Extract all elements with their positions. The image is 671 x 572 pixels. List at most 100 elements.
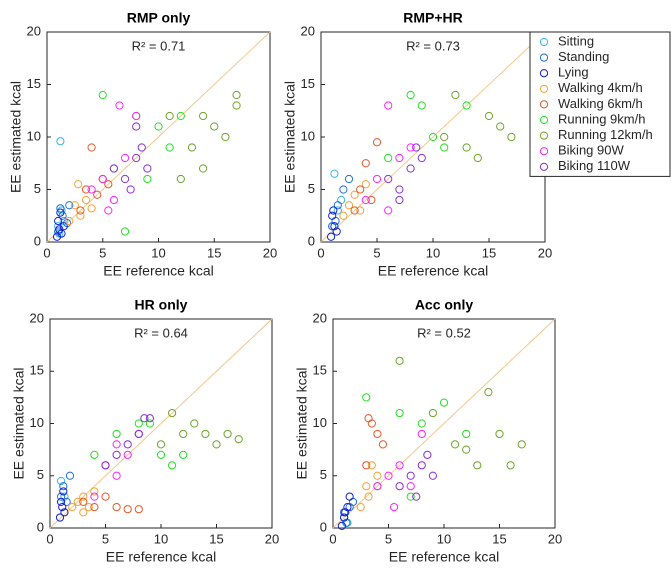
annotation: R² = 0.52 xyxy=(417,325,471,340)
data-point xyxy=(484,111,494,121)
data-point xyxy=(361,159,370,168)
data-point xyxy=(384,101,393,110)
data-point xyxy=(79,508,88,517)
data-point xyxy=(330,169,339,178)
x-tick-label: 20 xyxy=(263,245,277,260)
data-point xyxy=(517,440,526,449)
chart-title: RMP+HR xyxy=(403,10,463,26)
data-point xyxy=(57,492,66,501)
data-point xyxy=(330,222,339,231)
data-point xyxy=(473,153,482,163)
data-point xyxy=(373,429,382,439)
data-point xyxy=(145,419,154,428)
data-point xyxy=(156,450,166,459)
y-tick-label: 20 xyxy=(301,23,315,38)
data-point xyxy=(326,232,336,241)
data-point xyxy=(412,492,421,501)
data-point xyxy=(126,185,135,194)
data-point xyxy=(356,503,365,512)
data-point xyxy=(134,429,143,439)
data-point xyxy=(395,461,404,470)
data-point xyxy=(120,153,130,163)
y-axis-label: EE estimated kcal xyxy=(11,367,27,479)
data-point xyxy=(333,206,342,215)
data-point xyxy=(112,471,121,480)
data-point xyxy=(344,174,354,184)
y-tick-label: 10 xyxy=(313,415,327,430)
data-point xyxy=(179,429,188,439)
data-point xyxy=(364,414,373,423)
y-tick-label: 20 xyxy=(313,310,327,325)
data-point xyxy=(362,461,371,470)
data-point xyxy=(384,206,393,215)
data-point xyxy=(109,195,119,205)
data-point xyxy=(384,174,393,184)
data-point xyxy=(93,190,102,199)
data-point xyxy=(406,482,415,491)
data-point xyxy=(395,408,404,418)
data-point xyxy=(232,101,241,110)
data-point xyxy=(57,206,66,215)
data-point xyxy=(176,111,185,121)
data-point xyxy=(87,204,96,213)
data-point xyxy=(56,208,65,217)
data-point xyxy=(132,122,141,131)
data-point xyxy=(367,195,376,205)
x-tick-label: 5 xyxy=(99,245,106,260)
legend-box xyxy=(529,31,671,177)
y-axis-label: EE estimated kcal xyxy=(294,367,310,479)
data-point xyxy=(57,476,66,486)
y-tick-label: 0 xyxy=(308,233,315,248)
y-axis-label: EE estimated kcal xyxy=(282,81,298,193)
data-point xyxy=(123,505,132,514)
data-point xyxy=(340,513,349,522)
data-point xyxy=(506,461,515,470)
data-point xyxy=(168,461,177,470)
y-tick-label: 10 xyxy=(301,128,315,143)
data-point xyxy=(143,164,152,173)
data-point xyxy=(70,201,79,210)
legend-label: Standing xyxy=(558,49,609,64)
data-point xyxy=(87,185,96,194)
chart-title: RMP only xyxy=(127,10,191,26)
data-point xyxy=(234,435,243,444)
annotation: R² = 0.64 xyxy=(134,325,188,340)
x-tick-label: 20 xyxy=(265,531,279,546)
x-tick-label: 5 xyxy=(385,531,392,546)
x-tick-label: 20 xyxy=(538,245,552,260)
data-point xyxy=(333,201,342,210)
data-point xyxy=(98,174,107,184)
data-point xyxy=(190,419,199,428)
x-tick-label: 0 xyxy=(43,245,50,260)
data-point xyxy=(462,429,471,439)
data-point xyxy=(59,482,68,491)
data-point xyxy=(76,211,85,220)
data-point xyxy=(484,388,493,397)
y-tick-label: 0 xyxy=(34,233,41,248)
data-point xyxy=(462,143,471,152)
data-point xyxy=(84,503,93,512)
data-point xyxy=(361,180,370,189)
data-point xyxy=(65,471,75,480)
data-point xyxy=(395,185,404,194)
data-point xyxy=(361,195,370,205)
legend-marker xyxy=(539,100,549,109)
data-point xyxy=(364,492,373,501)
data-point xyxy=(134,419,143,428)
legend-marker xyxy=(539,53,549,62)
x-axis-label: EE reference kcal xyxy=(103,263,214,279)
data-point xyxy=(109,164,119,173)
data-point xyxy=(373,471,382,480)
data-point xyxy=(223,429,232,439)
data-point xyxy=(179,450,188,459)
data-point xyxy=(87,143,96,152)
y-tick-label: 10 xyxy=(30,415,44,430)
data-point xyxy=(132,111,141,121)
legend-label: Walking 4km/h xyxy=(558,80,643,95)
y-tick-label: 20 xyxy=(30,310,44,325)
data-point xyxy=(134,505,143,514)
data-point xyxy=(154,122,163,131)
x-tick-label: 10 xyxy=(426,245,440,260)
data-point xyxy=(101,492,110,501)
data-point xyxy=(120,227,130,236)
